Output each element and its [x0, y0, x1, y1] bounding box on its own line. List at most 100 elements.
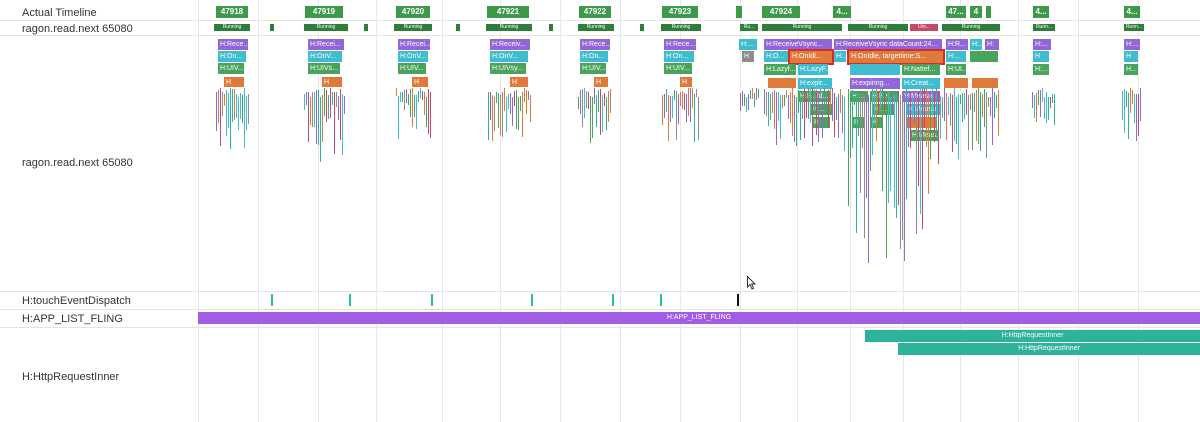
- trace-slice[interactable]: H:OnV...: [398, 51, 428, 62]
- running-state[interactable]: Runn...: [1124, 24, 1144, 31]
- trace-slice[interactable]: H:UIVsy...: [490, 63, 526, 74]
- trace-slice[interactable]: H:OnV...: [490, 51, 528, 62]
- trace-slice[interactable]: H: [594, 77, 608, 87]
- trace-slice[interactable]: H:On...: [580, 51, 608, 62]
- row-label-thread-collapsed[interactable]: ragon.read.next 65080: [22, 23, 133, 35]
- running-state-small[interactable]: [640, 24, 644, 31]
- trace-slice[interactable]: H: [224, 77, 244, 87]
- trace-slice[interactable]: H:UI...: [946, 64, 966, 75]
- trace-slice[interactable]: H:On...: [664, 51, 694, 62]
- trace-slice[interactable]: H:ReceiveVsync dataCount:24...: [834, 39, 942, 50]
- frame-tag[interactable]: 47922: [579, 6, 611, 18]
- running-state[interactable]: Running: [762, 24, 842, 31]
- trace-slice[interactable]: [972, 78, 998, 88]
- row-label-thread-expanded[interactable]: ragon.read.next 65080: [22, 157, 133, 169]
- http-request-slice[interactable]: H:HttpRequestInner: [865, 330, 1200, 342]
- trace-slice[interactable]: H:expiring...: [850, 78, 900, 89]
- trace-slice[interactable]: H:Meas...: [910, 130, 938, 141]
- trace-slice[interactable]: [944, 78, 968, 88]
- trace-slice[interactable]: H: [680, 77, 692, 87]
- running-state[interactable]: Running: [486, 24, 532, 31]
- touch-event-marker[interactable]: [431, 294, 433, 306]
- running-state[interactable]: Running: [942, 24, 1000, 31]
- trace-slice[interactable]: H:Creat...: [902, 78, 940, 89]
- app-list-fling-slice[interactable]: H:APP_LIST_FLING: [198, 312, 1200, 324]
- trace-slice[interactable]: H:UIV...: [580, 63, 606, 74]
- trace-slice[interactable]: H:R...: [946, 39, 968, 50]
- frame-tag[interactable]: 4: [970, 6, 982, 18]
- touch-event-marker[interactable]: [737, 294, 739, 306]
- trace-slice[interactable]: H:...: [1124, 39, 1140, 50]
- trace-slice[interactable]: H:On...: [218, 51, 246, 62]
- trace-slice[interactable]: H:Lazyf...: [764, 64, 796, 75]
- trace-slice[interactable]: [970, 51, 998, 62]
- trace-slice[interactable]: H:UIV...: [664, 63, 692, 74]
- running-state-small[interactable]: [456, 24, 460, 31]
- trace-slice[interactable]: H:expir...: [798, 78, 832, 89]
- frame-tag-empty[interactable]: [986, 6, 991, 18]
- trace-slice[interactable]: H:...: [1033, 64, 1049, 75]
- touch-event-marker[interactable]: [531, 294, 533, 306]
- frame-tag[interactable]: 47...: [946, 6, 966, 18]
- trace-slice[interactable]: H:...: [834, 51, 846, 62]
- trace-slice[interactable]: [850, 64, 900, 75]
- running-state[interactable]: Running: [578, 24, 614, 31]
- touch-event-marker[interactable]: [349, 294, 351, 306]
- http-request-slice[interactable]: H:HttpRequestInner: [898, 343, 1200, 355]
- trace-slice[interactable]: H:Recei...: [308, 39, 344, 50]
- trace-slice[interactable]: H: [1124, 51, 1138, 62]
- trace-slice[interactable]: H:...: [1033, 39, 1051, 50]
- running-state-small[interactable]: [549, 24, 553, 31]
- trace-slice[interactable]: H: [742, 51, 754, 62]
- frame-tag[interactable]: 47920: [396, 6, 430, 18]
- running-state[interactable]: Running: [214, 24, 250, 31]
- trace-slice[interactable]: [906, 117, 936, 128]
- trace-slice[interactable]: H:...: [946, 51, 966, 62]
- frame-tag[interactable]: 4...: [833, 6, 851, 18]
- trace-slice[interactable]: H:...: [872, 104, 894, 115]
- trace-slice[interactable]: H:...: [739, 39, 757, 50]
- running-state[interactable]: Running: [661, 24, 701, 31]
- running-state[interactable]: Uni...: [910, 24, 938, 31]
- touch-event-marker[interactable]: [612, 294, 614, 306]
- row-label-http-request[interactable]: H:HttpRequestInner: [22, 371, 120, 383]
- trace-slice[interactable]: H:UIVs...: [308, 63, 340, 74]
- frame-tag[interactable]: 47923: [662, 6, 698, 18]
- trace-slice[interactable]: H:: [985, 39, 999, 50]
- row-label-actual-timeline[interactable]: Actual Timeline: [22, 7, 97, 19]
- trace-slice[interactable]: H:ReceiveVsync...: [764, 39, 832, 50]
- trace-slice[interactable]: H: [510, 77, 528, 87]
- frame-tag[interactable]: 47924: [762, 6, 800, 18]
- trace-slice[interactable]: H:Nattef...: [902, 64, 940, 75]
- frame-tag[interactable]: 47921: [487, 6, 529, 18]
- running-state-small[interactable]: [364, 24, 368, 31]
- trace-slice[interactable]: H:Rece...: [664, 39, 696, 50]
- trace-slice[interactable]: H:UIV...: [398, 63, 426, 74]
- running-state[interactable]: Runn...: [1033, 24, 1055, 31]
- trace-slice[interactable]: H:LazyF...: [798, 64, 828, 75]
- running-state[interactable]: Running: [394, 24, 432, 31]
- trace-slice[interactable]: H: [1033, 51, 1049, 62]
- trace-slice[interactable]: H:O...: [764, 51, 788, 62]
- frame-tag[interactable]: 47918: [216, 6, 248, 18]
- trace-slice[interactable]: H:Recei...: [398, 39, 430, 50]
- trace-slice[interactable]: H:...: [970, 39, 982, 50]
- frame-tag[interactable]: 4...: [1124, 6, 1140, 18]
- frame-tag[interactable]: 47919: [305, 6, 343, 18]
- trace-slice[interactable]: H:Rece...: [580, 39, 610, 50]
- frame-tag-empty[interactable]: [736, 6, 742, 18]
- trace-slice[interactable]: [768, 78, 796, 88]
- running-state[interactable]: Running: [304, 24, 348, 31]
- frame-tag[interactable]: 4...: [1033, 6, 1049, 18]
- trace-slice[interactable]: H: [322, 77, 342, 87]
- trace-slice-selected[interactable]: H:OnIdl...: [788, 49, 834, 65]
- row-label-app-list-fling[interactable]: H:APP_LIST_FLING: [22, 313, 123, 325]
- running-state[interactable]: Running: [848, 24, 908, 31]
- trace-slice[interactable]: H:Receiv...: [490, 39, 530, 50]
- row-label-touch-event[interactable]: H:touchEventDispatch: [22, 295, 131, 307]
- trace-slice[interactable]: H:Rece...: [218, 39, 248, 50]
- trace-slice[interactable]: H:OnV...: [308, 51, 342, 62]
- running-state[interactable]: Ru...: [740, 24, 758, 31]
- touch-event-marker[interactable]: [660, 294, 662, 306]
- running-state-small[interactable]: [270, 24, 274, 31]
